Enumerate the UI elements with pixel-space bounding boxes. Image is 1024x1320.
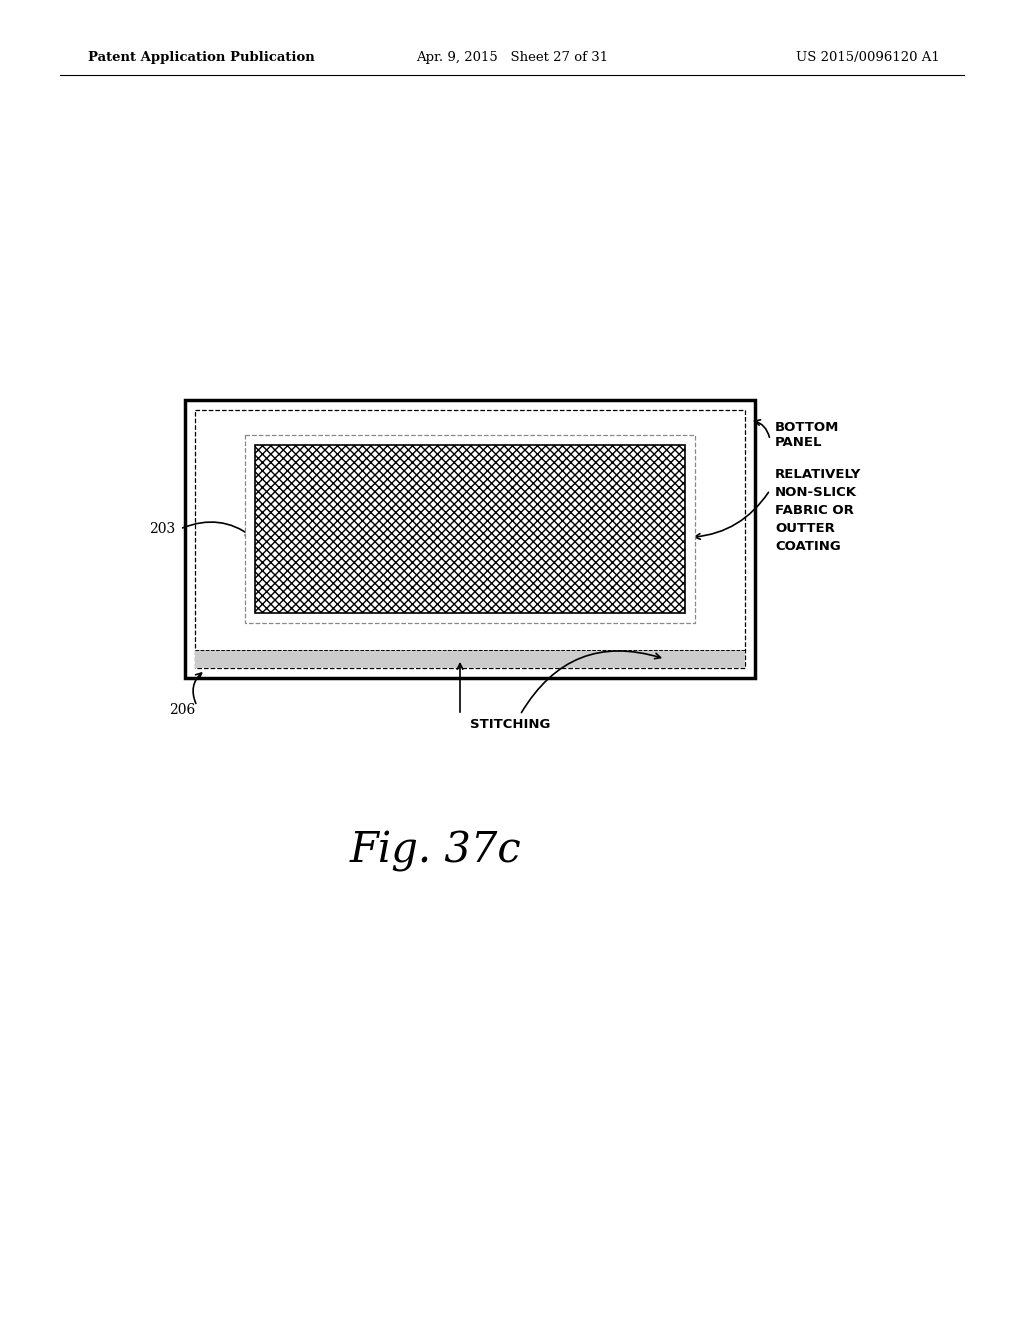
Bar	[185, 400, 755, 678]
Text: Apr. 9, 2015   Sheet 27 of 31: Apr. 9, 2015 Sheet 27 of 31	[416, 51, 608, 65]
Bar	[195, 411, 745, 668]
Text: Patent Application Publication: Patent Application Publication	[88, 51, 314, 65]
Bar	[195, 649, 745, 668]
Text: US 2015/0096120 A1: US 2015/0096120 A1	[797, 51, 940, 65]
Text: 206: 206	[169, 704, 195, 717]
Text: 203: 203	[148, 521, 175, 536]
Bar	[255, 445, 685, 612]
Text: BOTTOM
PANEL: BOTTOM PANEL	[775, 421, 840, 449]
Text: RELATIVELY
NON-SLICK
FABRIC OR
OUTTER
COATING: RELATIVELY NON-SLICK FABRIC OR OUTTER CO…	[775, 467, 861, 553]
Text: Fig. 37c: Fig. 37c	[350, 830, 522, 873]
Bar	[245, 436, 695, 623]
Text: STITCHING: STITCHING	[470, 718, 550, 731]
